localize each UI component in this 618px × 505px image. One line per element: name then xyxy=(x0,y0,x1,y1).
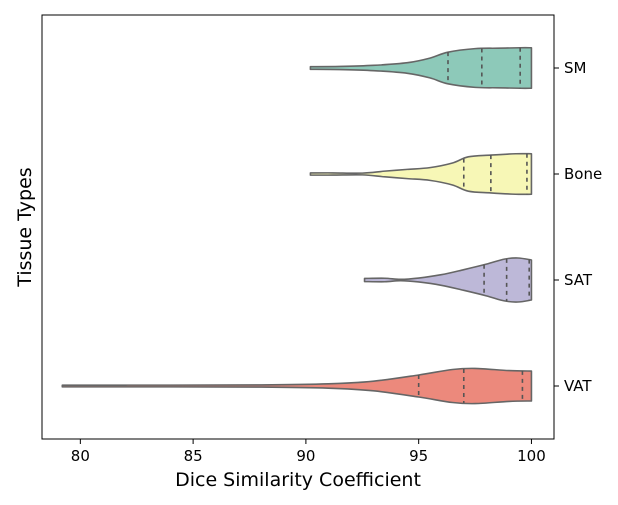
x-tick-label: 100 xyxy=(517,447,546,465)
violin-group xyxy=(61,46,533,405)
y-tick-label-sat: SAT xyxy=(564,271,593,289)
violin-sm xyxy=(309,46,533,90)
violin-body-bone xyxy=(309,152,533,196)
y-tick-label-bone: Bone xyxy=(564,165,602,183)
violin-vat xyxy=(61,367,533,405)
violin-bone xyxy=(309,152,533,196)
y-tick-label-sm: SM xyxy=(564,59,586,77)
violin-body-sat xyxy=(363,257,533,303)
plot-frame xyxy=(41,14,555,440)
x-tick-label: 80 xyxy=(71,447,90,465)
violin-sat xyxy=(363,257,533,303)
y-tick-label-vat: VAT xyxy=(564,377,592,395)
x-tick-label: 90 xyxy=(296,447,315,465)
x-tick-label: 95 xyxy=(409,447,428,465)
x-tick-label: 85 xyxy=(184,447,203,465)
x-axis: 80 85 90 95 100 xyxy=(71,439,546,465)
violin-body-vat xyxy=(61,367,533,405)
y-axis-title: Tissue Types xyxy=(14,167,36,287)
x-axis-title: Dice Similarity Coefficient xyxy=(175,469,421,491)
y-axis: SM Bone SAT VAT xyxy=(554,59,602,395)
violin-body-sm xyxy=(309,46,533,90)
